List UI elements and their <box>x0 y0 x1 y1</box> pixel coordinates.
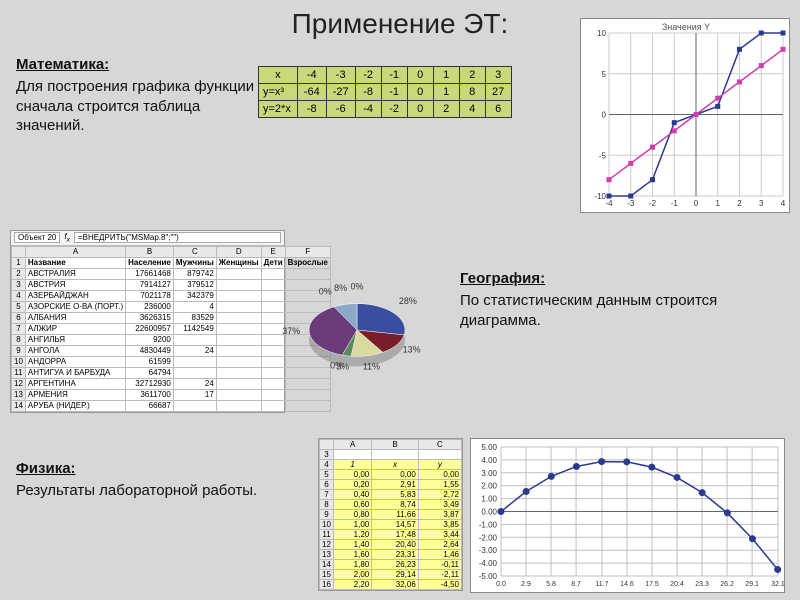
svg-text:4.00: 4.00 <box>481 456 497 465</box>
geography-spreadsheet: Объект 20 fx =ВНЕДРИТЬ("MSMap.8";"") ABC… <box>10 230 285 413</box>
pie-chart: 28%13%11%3%0%37%0%8%0% <box>262 260 452 395</box>
svg-text:0: 0 <box>602 111 607 120</box>
svg-text:0%: 0% <box>350 282 363 292</box>
geo-label: География: <box>460 270 780 287</box>
svg-text:3: 3 <box>759 199 764 208</box>
function-line-chart: Значения Y-10-50510-4-3-2-101234 <box>580 18 790 213</box>
svg-text:20.4: 20.4 <box>670 581 684 588</box>
svg-text:0%: 0% <box>319 287 332 297</box>
svg-text:1: 1 <box>716 199 721 208</box>
svg-text:8.7: 8.7 <box>571 581 581 588</box>
formula-bar: Объект 20 fx =ВНЕДРИТЬ("MSMap.8";"") <box>11 231 284 246</box>
svg-text:-2.00: -2.00 <box>479 533 498 542</box>
svg-text:-4.00: -4.00 <box>479 559 498 568</box>
svg-text:-5: -5 <box>599 151 607 160</box>
svg-text:26.2: 26.2 <box>720 581 734 588</box>
svg-text:11%: 11% <box>363 361 380 371</box>
svg-text:0.0: 0.0 <box>496 581 506 588</box>
physics-line-chart: -5.00 -4.00 -3.00 -2.00 -1.00 0.00 1.00 2.00 3.0… <box>470 438 785 593</box>
svg-text:13%: 13% <box>403 345 421 355</box>
svg-text:23.3: 23.3 <box>695 581 709 588</box>
svg-text:2: 2 <box>737 199 742 208</box>
svg-text:-3: -3 <box>627 199 635 208</box>
svg-text:5: 5 <box>602 70 607 79</box>
physics-section: Физика: Результаты лабораторной работы. <box>16 460 316 501</box>
svg-text:0.00: 0.00 <box>481 508 497 517</box>
svg-text:5.8: 5.8 <box>546 581 556 588</box>
math-label: Математика: <box>16 56 256 73</box>
math-body: Для построения графика функции сначала с… <box>16 77 256 136</box>
fx-icon: fx <box>64 232 70 244</box>
svg-text:2.00: 2.00 <box>481 482 497 491</box>
svg-text:-1.00: -1.00 <box>479 520 498 529</box>
svg-text:8%: 8% <box>334 283 347 293</box>
svg-text:14.6: 14.6 <box>620 581 634 588</box>
geo-body: По статистическим данным строится диагра… <box>460 291 780 330</box>
svg-text:11.7: 11.7 <box>595 581 608 588</box>
svg-text:37%: 37% <box>282 326 300 336</box>
svg-text:-3.00: -3.00 <box>479 546 498 555</box>
svg-text:0: 0 <box>694 199 699 208</box>
geography-section: География: По статистическим данным стро… <box>460 270 780 330</box>
svg-text:-1: -1 <box>671 199 679 208</box>
svg-text:2.9: 2.9 <box>521 581 531 588</box>
svg-text:-5.00: -5.00 <box>479 572 498 581</box>
phys-label: Физика: <box>16 460 316 477</box>
svg-text:1.00: 1.00 <box>481 495 497 504</box>
svg-text:4: 4 <box>781 199 786 208</box>
math-values-table: x-4-3-2-10123y=x³-64-27-8-101827y=2*x-8-… <box>258 66 512 118</box>
phys-body: Результаты лабораторной работы. <box>16 481 316 501</box>
svg-text:32.1: 32.1 <box>771 581 785 588</box>
math-section: Математика: Для построения графика функц… <box>16 56 256 136</box>
svg-text:28%: 28% <box>399 296 417 306</box>
svg-text:0%: 0% <box>330 360 343 370</box>
svg-text:5.00: 5.00 <box>481 443 497 452</box>
svg-text:3.00: 3.00 <box>481 469 497 478</box>
svg-text:-2: -2 <box>649 199 657 208</box>
svg-text:29.1: 29.1 <box>745 581 759 588</box>
name-box: Объект 20 <box>14 232 60 243</box>
svg-text:-4: -4 <box>605 199 613 208</box>
formula-input[interactable]: =ВНЕДРИТЬ("MSMap.8";"") <box>74 232 281 243</box>
svg-text:10: 10 <box>597 29 606 38</box>
svg-text:Значения Y: Значения Y <box>662 22 710 32</box>
svg-text:17.5: 17.5 <box>645 581 659 588</box>
physics-spreadsheet: ABC341xy50,000,000,0060,202,911,5570,405… <box>318 438 463 591</box>
